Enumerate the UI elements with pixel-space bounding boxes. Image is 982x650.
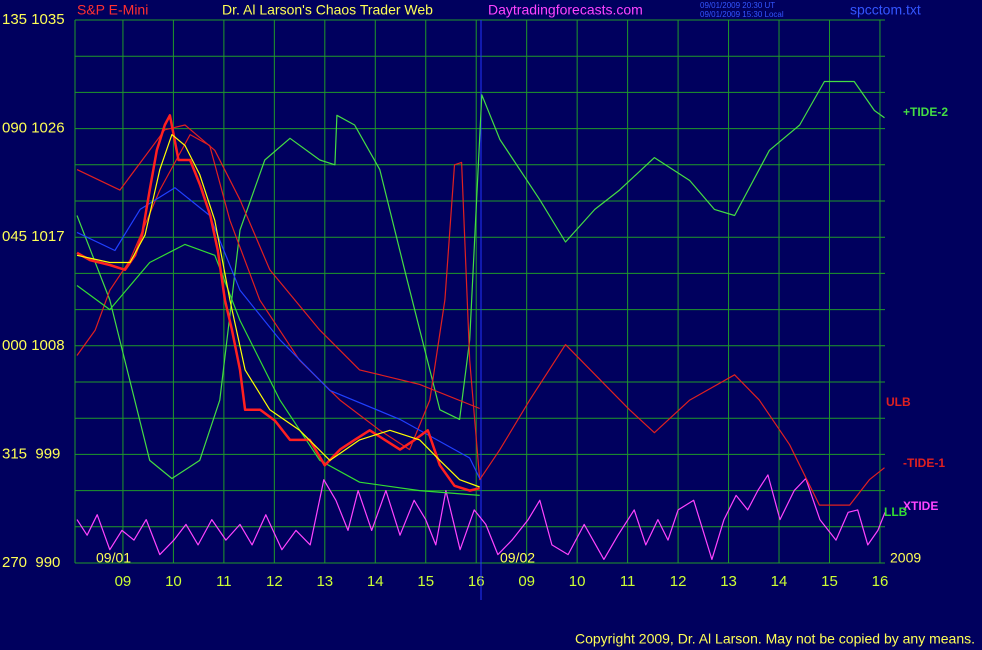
y-tick-label: 135 1035 bbox=[2, 11, 65, 28]
series-line bbox=[76, 134, 885, 506]
x-tick-label: 12 bbox=[266, 573, 283, 590]
y-tick-label: 000 1008 bbox=[2, 337, 65, 354]
y-tick-label: 315 999 bbox=[2, 445, 60, 462]
x-tick-label: 11 bbox=[620, 573, 636, 590]
series-line bbox=[76, 474, 886, 560]
x-tick-label: 10 bbox=[165, 573, 182, 590]
y-tick-label: 090 1026 bbox=[2, 120, 65, 137]
chart-title: S&P E-Mini bbox=[77, 2, 148, 18]
series-line bbox=[76, 80, 885, 480]
x-tick-label: 15 bbox=[821, 573, 838, 590]
x-tick-label: 13 bbox=[720, 573, 737, 590]
series-line bbox=[76, 114, 480, 492]
x-tick-label: 11 bbox=[216, 573, 232, 590]
time-ut: 09/01/2009 20:30 UT bbox=[700, 1, 775, 10]
series-line bbox=[76, 134, 480, 488]
x-tick-label: 15 bbox=[417, 573, 434, 590]
x-tick-label: 13 bbox=[316, 573, 333, 590]
series-label: ULB bbox=[886, 395, 911, 409]
series-label: XTIDE bbox=[903, 499, 938, 513]
x-tick-label: 12 bbox=[670, 573, 687, 590]
x-tick-label: 16 bbox=[468, 573, 485, 590]
date-label: 2009 bbox=[890, 550, 921, 566]
x-tick-label: 14 bbox=[367, 573, 384, 590]
x-tick-label: 09 bbox=[115, 573, 132, 590]
series-label: LLB bbox=[884, 505, 908, 519]
x-tick-label: 16 bbox=[872, 573, 889, 590]
x-tick-label: 09 bbox=[518, 573, 535, 590]
series-line bbox=[76, 124, 480, 410]
x-tick-label: 14 bbox=[771, 573, 788, 590]
date-label: 09/01 bbox=[96, 550, 131, 566]
file-name: spcctom.txt bbox=[850, 2, 921, 18]
series-label: -TIDE-1 bbox=[903, 456, 945, 470]
time-local: 09/01/2009 15:30 Local bbox=[700, 10, 784, 19]
date-label: 09/02 bbox=[500, 550, 535, 566]
site-title: Dr. Al Larson's Chaos Trader Web bbox=[222, 2, 433, 18]
y-tick-label: 270 990 bbox=[2, 554, 60, 571]
site-url: Daytradingforecasts.com bbox=[488, 2, 643, 18]
y-tick-label: 045 1017 bbox=[2, 228, 65, 245]
x-tick-label: 10 bbox=[569, 573, 586, 590]
series-line bbox=[76, 243, 480, 496]
series-label: +TIDE-2 bbox=[903, 105, 948, 119]
copyright: Copyright 2009, Dr. Al Larson. May not b… bbox=[575, 631, 975, 647]
